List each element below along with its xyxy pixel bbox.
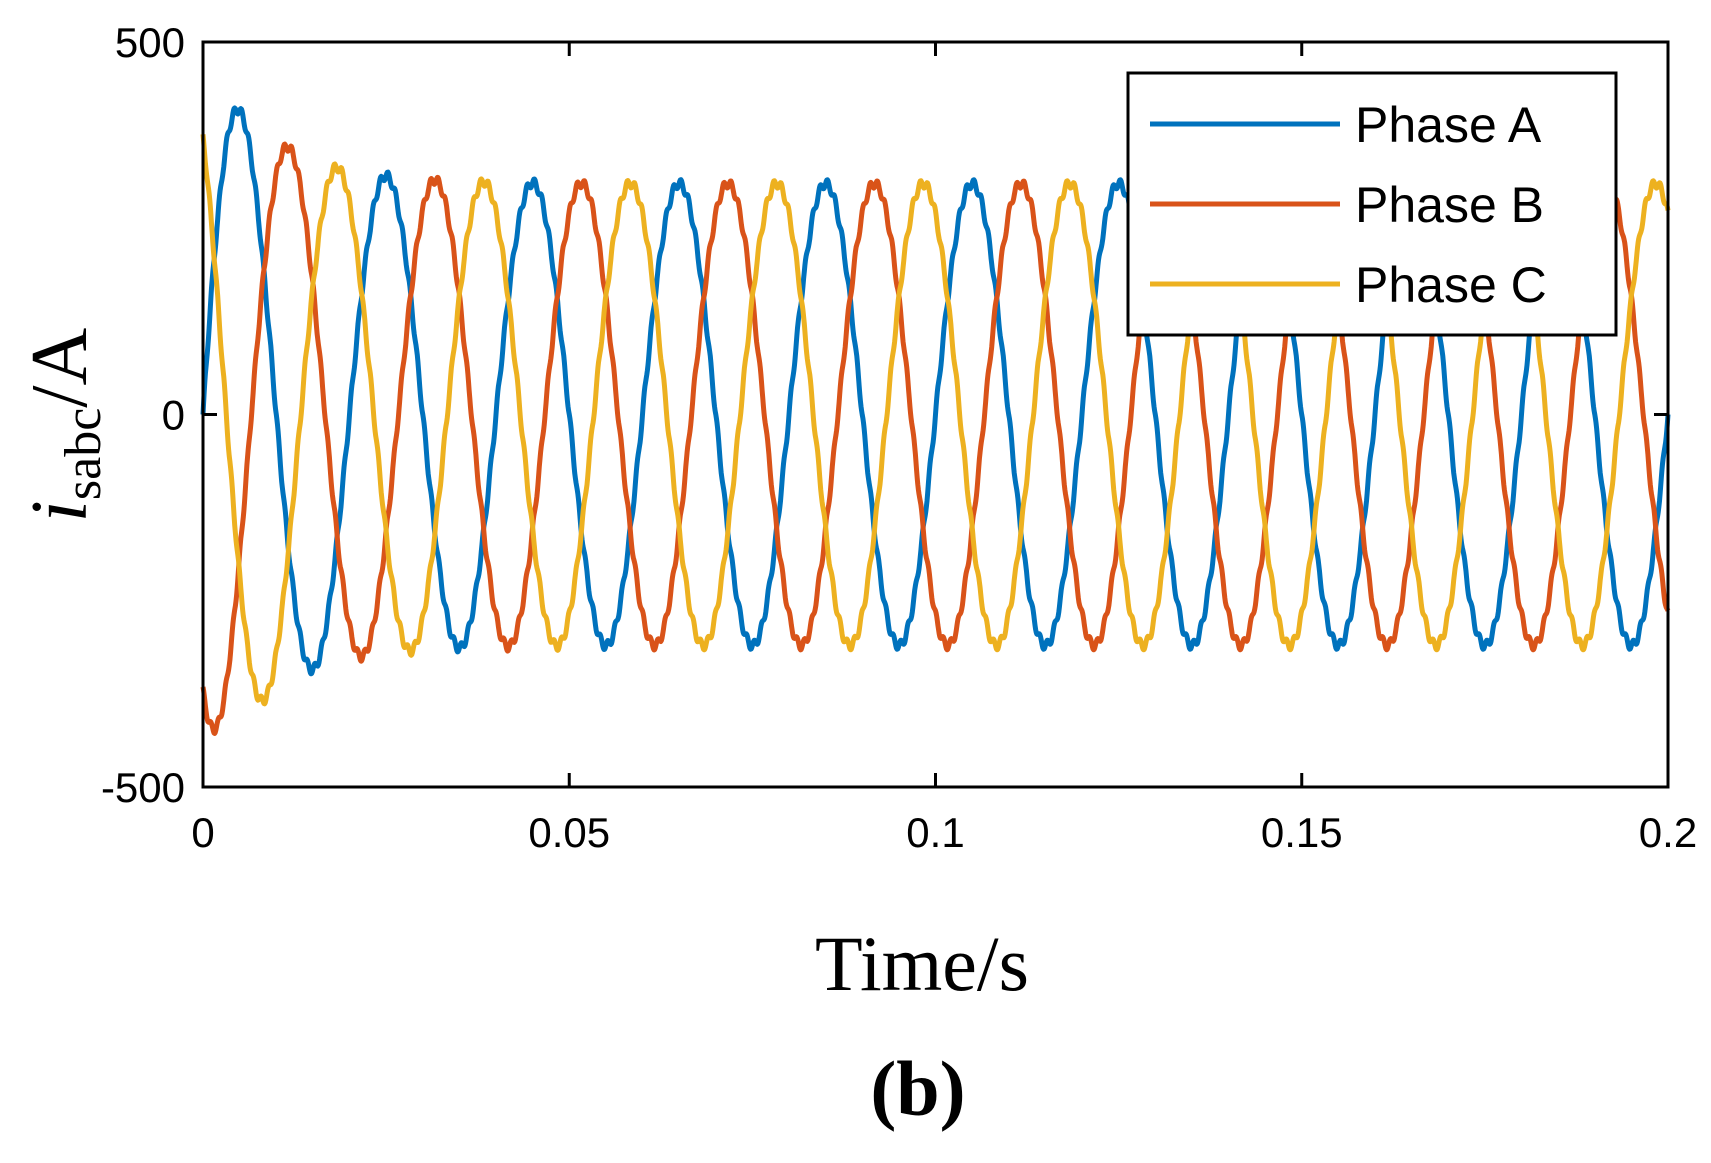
y-axis-label-subscript: sabc (55, 408, 112, 500)
legend: Phase A Phase B Phase C (1126, 71, 1618, 337)
legend-label-phase-b: Phase B (1355, 177, 1544, 233)
legend-label-phase-a: Phase A (1355, 97, 1542, 153)
x-tick-label: 0.2 (1639, 809, 1697, 856)
y-tick-label: 500 (115, 19, 185, 66)
svg-text:isabc/A: isabc/A (16, 327, 112, 522)
y-axis-label-symbol: i (16, 500, 104, 522)
y-tick-label: 0 (162, 392, 185, 439)
y-tick-label: -500 (101, 764, 185, 811)
x-tick-label: 0.1 (906, 809, 964, 856)
y-axis-label: isabc/A (16, 327, 112, 522)
x-tick-label: 0.15 (1261, 809, 1343, 856)
x-tick-label: 0 (191, 809, 214, 856)
x-tick-label: 0.05 (528, 809, 610, 856)
series-line-phase-b (200, 141, 1671, 736)
x-axis-label: Time/s (815, 920, 1029, 1007)
series-line-phase-c (200, 134, 1671, 707)
panel-label: (b) (870, 1045, 965, 1132)
legend-label-phase-c: Phase C (1355, 257, 1547, 313)
y-axis-label-unit: /A (16, 327, 104, 407)
